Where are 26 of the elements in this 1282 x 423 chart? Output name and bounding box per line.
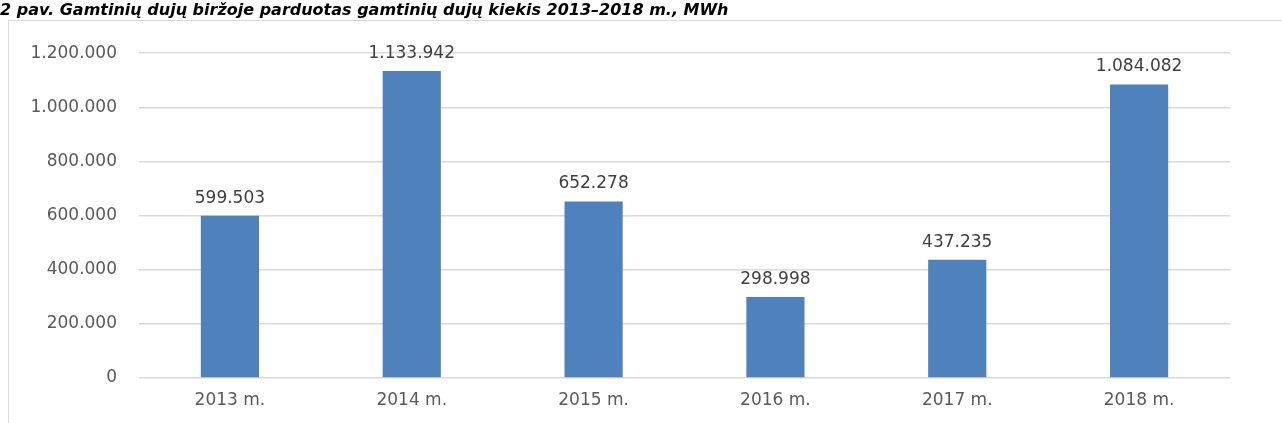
data-label: 298.998 — [740, 267, 811, 288]
bar — [200, 215, 260, 378]
bar — [928, 259, 987, 378]
y-tick-label: 200.000 — [46, 312, 117, 333]
data-label: 652.278 — [558, 172, 629, 193]
bar — [564, 201, 623, 378]
y-tick-label: 600.000 — [46, 204, 117, 225]
data-label: 599.503 — [194, 186, 266, 207]
x-tick-label: 2013 m. — [194, 388, 266, 409]
chart-title: 2 pav. Gamtinių dujų biržoje parduotas gamtinių dujų kiekis 2013–2018 m., MWh — [0, 0, 729, 19]
data-label: 437.235 — [922, 230, 993, 251]
x-tick-label: 2014 m. — [376, 388, 448, 409]
x-tick-label: 2018 m. — [1103, 388, 1175, 409]
x-tick-label: 2016 m. — [740, 388, 811, 409]
x-tick-label: 2015 m. — [558, 388, 629, 409]
y-tick-label: 0 — [106, 366, 117, 387]
y-tick-label: 1.000.000 — [30, 95, 117, 116]
y-tick-label: 400.000 — [46, 258, 117, 279]
y-tick-label: 800.000 — [46, 149, 117, 170]
data-label: 1.084.082 — [1095, 55, 1183, 76]
data-label: 1.133.942 — [368, 42, 456, 62]
bar — [746, 297, 805, 378]
bar — [382, 71, 441, 378]
bar — [1109, 84, 1169, 378]
y-tick-label: 1.200.000 — [30, 41, 117, 62]
x-tick-label: 2017 m. — [921, 388, 993, 409]
